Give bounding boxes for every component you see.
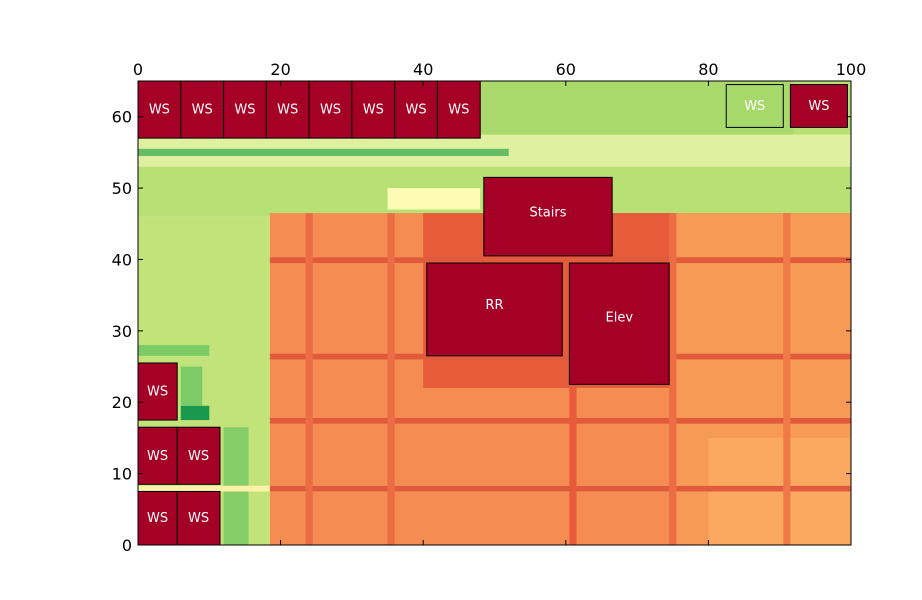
heat-cell-red-col-35 [387, 213, 395, 545]
obstacle-ws-0 [138, 81, 182, 139]
axis-ticks: 0 20 40 60 80 100 0 10 20 30 40 50 60 [112, 60, 867, 555]
y-tick-label: 30 [112, 322, 132, 341]
obstacle-label: WS [363, 103, 384, 118]
y-tick-label: 40 [112, 250, 132, 269]
obstacle-ws-9 [789, 84, 848, 128]
obstacle-label: WS [188, 511, 209, 526]
x-tick-label: 100 [836, 60, 867, 79]
heat-cell-red-line-8 [269, 485, 851, 492]
obstacle-label: WS [147, 449, 168, 464]
obstacle-label: WS [277, 103, 298, 118]
heat-cell-green-bar [138, 345, 210, 356]
obstacle-ws-7 [436, 81, 481, 139]
obstacle-label: WS [147, 511, 168, 526]
obstacle-label: WS [808, 99, 829, 114]
obstacle-stairs-10 [483, 176, 613, 257]
obstacle-label: WS [147, 385, 168, 400]
x-tick-label: 20 [270, 60, 290, 79]
obstacle-label: WS [234, 103, 255, 118]
obstacle-label: WS [406, 103, 427, 118]
heat-cell-green-block [180, 366, 203, 406]
x-tick-label: 40 [413, 60, 433, 79]
obstacle-rr-11 [426, 262, 563, 357]
heat-cell-pale-patch [387, 188, 481, 210]
heat-cell-red-col-91 [783, 213, 791, 545]
obstacle-label: WS [448, 103, 469, 118]
x-tick-label: 80 [698, 60, 718, 79]
y-tick-label: 50 [112, 179, 132, 198]
obstacle-ws-5 [351, 81, 396, 139]
obstacle-ws-13 [138, 362, 178, 421]
obstacle-label: Stairs [529, 206, 566, 221]
obstacle-label: WS [744, 99, 765, 114]
heat-cell-red-col-24 [305, 213, 313, 545]
obstacle-label: RR [485, 298, 503, 313]
obstacle-label: WS [192, 103, 213, 118]
heat-cell-red-col-75 [669, 213, 677, 545]
heat-cell-red-line-26 [269, 353, 851, 360]
heat-cell-dark-green-spot [180, 405, 210, 421]
obstacle-ws-15 [176, 426, 221, 485]
floor-obstacles: WS WS WS WS WS WS WS WS WS WS Stairs RR Elev WS WS WS WS… [138, 81, 848, 545]
obstacle-label: WS [188, 449, 209, 464]
obstacle-elev-12 [568, 262, 670, 385]
heat-cell-red-line-40 [269, 257, 851, 264]
y-tick-label: 20 [112, 393, 132, 412]
x-tick-label: 0 [133, 60, 143, 79]
obstacle-ws-6 [394, 81, 438, 139]
obstacle-label: WS [320, 103, 341, 118]
y-tick-label: 10 [112, 465, 132, 484]
obstacle-ws-4 [308, 81, 353, 139]
obstacle-label: WS [149, 103, 170, 118]
heat-cell-red-line-17 [269, 417, 851, 424]
y-tick-label: 60 [112, 108, 132, 127]
x-tick-label: 60 [556, 60, 576, 79]
heat-cell-green-strip-55 [138, 148, 509, 156]
plot-frame [137, 80, 852, 546]
obstacle-ws-8 [725, 84, 784, 128]
obstacle-label: Elev [606, 311, 634, 326]
heat-cell-warm-corner [708, 437, 851, 545]
y-tick-label: 0 [122, 536, 132, 555]
obstacle-ws-14 [138, 426, 178, 485]
obstacle-ws-17 [176, 490, 221, 545]
